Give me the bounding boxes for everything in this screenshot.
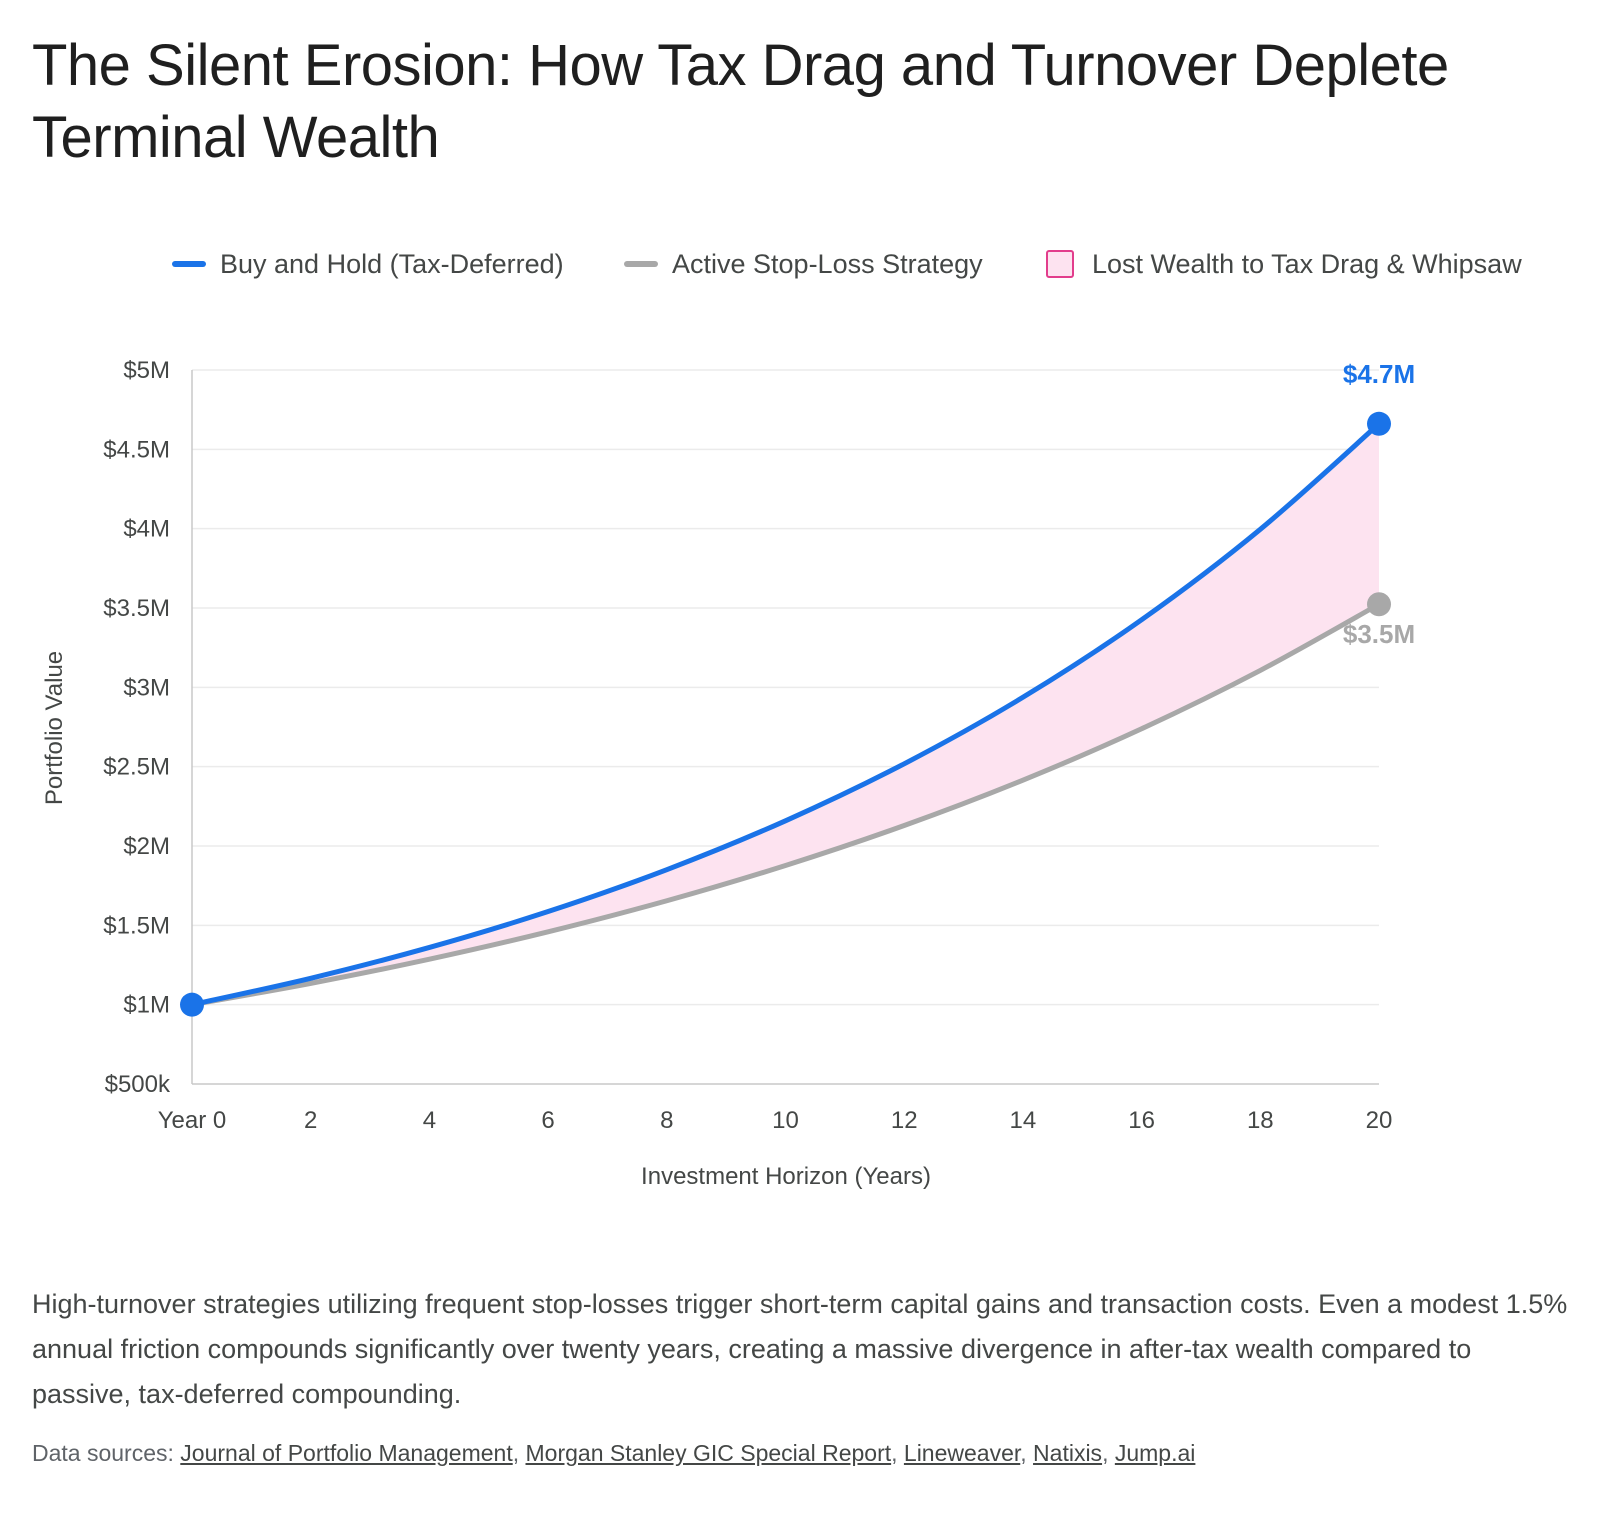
end-point-buy-hold [1367, 411, 1391, 436]
y-tick-label: $5M [123, 357, 170, 384]
end-label-active: $3.5M [1343, 619, 1415, 649]
legend-line-icon [624, 261, 658, 267]
x-tick-label: 2 [304, 1107, 317, 1134]
x-tick-label: 18 [1247, 1107, 1274, 1134]
x-tick-label: 12 [891, 1107, 918, 1134]
series-line-buy-hold [189, 421, 1382, 1008]
source-link[interactable]: Jump.ai [1114, 1440, 1196, 1466]
chart-title: The Silent Erosion: How Tax Drag and Tur… [32, 33, 1449, 170]
source-link[interactable]: Natixis [1033, 1440, 1103, 1466]
legend-label-active: Active Stop-Loss Strategy [672, 248, 983, 279]
x-tick-label: 4 [423, 1107, 436, 1134]
y-tick-label: $2.5M [103, 754, 170, 781]
axes [191, 370, 1379, 1085]
gridlines [192, 369, 1379, 1006]
end-point-active [1367, 592, 1391, 617]
legend-item-lost-wealth[interactable]: Lost Wealth to Tax Drag & Whipsaw [1046, 244, 1522, 284]
legend-label-buy-hold: Buy and Hold (Tax-Deferred) [220, 248, 564, 279]
legend-line-icon [172, 261, 206, 267]
x-tick-label: 8 [660, 1107, 673, 1134]
x-tick-label: 16 [1128, 1107, 1155, 1134]
source-link[interactable]: Journal of Portfolio Management [180, 1440, 513, 1466]
chart-description: High-turnover strategies utilizing frequ… [32, 1289, 1568, 1409]
y-tick-label: $1M [123, 992, 170, 1019]
data-sources: Data sources: Journal of Portfolio Manag… [32, 1440, 1196, 1466]
source-link[interactable]: Lineweaver [903, 1440, 1021, 1466]
series-line-active [189, 601, 1382, 1008]
y-tick-label: $3.5M [103, 595, 170, 622]
y-tick-label: $2M [123, 833, 170, 860]
start-point [180, 992, 204, 1017]
line-chart: $500k $1M $1.5M $2M $2.5M $3M $3.5M $4M $4.5M $5M… [41, 357, 1415, 1190]
y-tick-label: $3M [123, 674, 170, 701]
end-points [180, 411, 1391, 1017]
x-axis-label: Investment Horizon (Years) [641, 1163, 931, 1190]
lost-wealth-area [192, 423, 1379, 1005]
source-link[interactable]: Morgan Stanley GIC Special Report [525, 1440, 892, 1466]
legend: Buy and Hold (Tax-Deferred) Active Stop-… [0, 244, 1600, 284]
legend-item-buy-hold[interactable]: Buy and Hold (Tax-Deferred) [172, 244, 564, 284]
y-tick-label: $500k [105, 1071, 171, 1098]
tick-labels: $500k $1M $1.5M $2M $2.5M $3M $3.5M $4M $4.5M $5M… [103, 357, 1392, 1134]
end-label-buy-hold: $4.7M [1343, 359, 1415, 389]
x-tick-label: 10 [772, 1107, 799, 1134]
y-tick-label: $4.5M [103, 436, 170, 463]
sources-prefix: Data sources: [32, 1440, 174, 1466]
x-tick-label: 6 [541, 1107, 554, 1134]
y-tick-label: $1.5M [103, 912, 170, 939]
y-axis-label: Portfolio Value [41, 651, 68, 805]
y-tick-label: $4M [123, 516, 170, 543]
legend-swatch-icon [1046, 250, 1074, 278]
legend-item-active[interactable]: Active Stop-Loss Strategy [624, 244, 983, 284]
x-tick-label: 14 [1010, 1107, 1037, 1134]
x-tick-label: 20 [1366, 1107, 1393, 1134]
legend-label-lost-wealth: Lost Wealth to Tax Drag & Whipsaw [1092, 248, 1522, 279]
x-tick-label: Year 0 [158, 1107, 227, 1134]
